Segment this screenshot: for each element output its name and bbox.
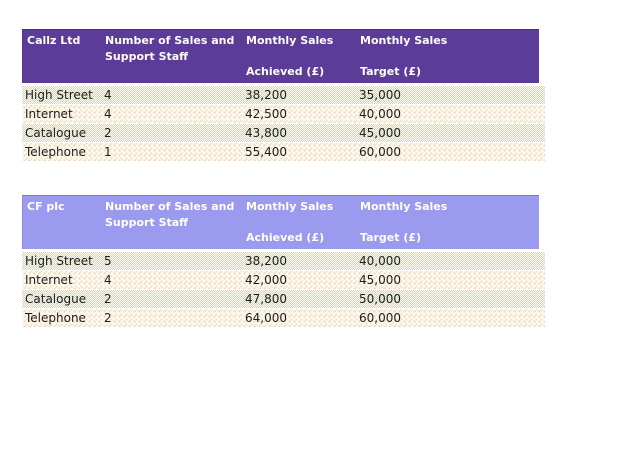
cf-table-body: High Street 5 38,200 40,000 Internet 4 4… (22, 252, 545, 327)
achieved-column-subtitle: Achieved (£) (246, 231, 325, 244)
channel-cell: Catalogue (25, 126, 87, 140)
header-company-cell: CF plc (22, 195, 100, 249)
target-cell: 40,000 (359, 107, 401, 121)
channel-cell: Internet (25, 107, 73, 121)
staff-column-label: Number of Sales and Support Staff (105, 200, 235, 229)
target-column-subtitle: Target (£) (360, 231, 422, 244)
achieved-column-title: Monthly Sales (246, 200, 334, 213)
staff-cell: 5 (104, 254, 112, 268)
staff-cell: 2 (104, 126, 112, 140)
table-row: Telephone 2 64,000 60,000 (22, 309, 545, 327)
target-cell: 45,000 (359, 273, 401, 287)
channel-cell: Telephone (25, 311, 86, 325)
target-cell: 45,000 (359, 126, 401, 140)
table-row: Internet 4 42,500 40,000 (22, 105, 545, 123)
header-target-cell: Monthly Sales Target (£) (355, 29, 539, 83)
channel-cell: High Street (25, 254, 93, 268)
staff-cell: 4 (104, 88, 112, 102)
header-target-cell: Monthly Sales Target (£) (355, 195, 539, 249)
table-row: High Street 4 38,200 35,000 (22, 86, 545, 104)
achieved-cell: 38,200 (245, 254, 287, 268)
staff-column-label: Number of Sales and Support Staff (105, 34, 235, 63)
target-cell: 35,000 (359, 88, 401, 102)
callz-ltd-table: Callz Ltd Number of Sales and Support St… (22, 29, 545, 162)
target-cell: 50,000 (359, 292, 401, 306)
channel-cell: Internet (25, 273, 73, 287)
channel-cell: Catalogue (25, 292, 87, 306)
achieved-column-title: Monthly Sales (246, 34, 334, 47)
table-row: Internet 4 42,000 45,000 (22, 271, 545, 289)
staff-cell: 2 (104, 292, 112, 306)
cf-plc-table: CF plc Number of Sales and Support Staff… (22, 195, 545, 328)
achieved-cell: 47,800 (245, 292, 287, 306)
target-column-title: Monthly Sales (360, 200, 448, 213)
target-column-title: Monthly Sales (360, 34, 448, 47)
header-achieved-cell: Monthly Sales Achieved (£) (241, 195, 355, 249)
header-staff-cell: Number of Sales and Support Staff (100, 29, 241, 83)
company-name: CF plc (27, 200, 65, 213)
table-row: Catalogue 2 43,800 45,000 (22, 124, 545, 142)
achieved-cell: 64,000 (245, 311, 287, 325)
channel-cell: High Street (25, 88, 93, 102)
achieved-column-subtitle: Achieved (£) (246, 65, 325, 78)
staff-cell: 2 (104, 311, 112, 325)
header-company-cell: Callz Ltd (22, 29, 100, 83)
target-cell: 60,000 (359, 145, 401, 159)
achieved-cell: 55,400 (245, 145, 287, 159)
achieved-cell: 38,200 (245, 88, 287, 102)
target-column-subtitle: Target (£) (360, 65, 422, 78)
table-row: Catalogue 2 47,800 50,000 (22, 290, 545, 308)
table-row: High Street 5 38,200 40,000 (22, 252, 545, 270)
target-cell: 40,000 (359, 254, 401, 268)
staff-cell: 4 (104, 107, 112, 121)
staff-cell: 1 (104, 145, 112, 159)
channel-cell: Telephone (25, 145, 86, 159)
achieved-cell: 42,500 (245, 107, 287, 121)
staff-cell: 4 (104, 273, 112, 287)
callz-table-body: High Street 4 38,200 35,000 Internet 4 4… (22, 86, 545, 161)
cf-table-header: CF plc Number of Sales and Support Staff… (22, 195, 539, 249)
target-cell: 60,000 (359, 311, 401, 325)
callz-table-header: Callz Ltd Number of Sales and Support St… (22, 29, 539, 83)
achieved-cell: 43,800 (245, 126, 287, 140)
achieved-cell: 42,000 (245, 273, 287, 287)
header-achieved-cell: Monthly Sales Achieved (£) (241, 29, 355, 83)
header-staff-cell: Number of Sales and Support Staff (100, 195, 241, 249)
company-name: Callz Ltd (27, 34, 81, 47)
table-row: Telephone 1 55,400 60,000 (22, 143, 545, 161)
